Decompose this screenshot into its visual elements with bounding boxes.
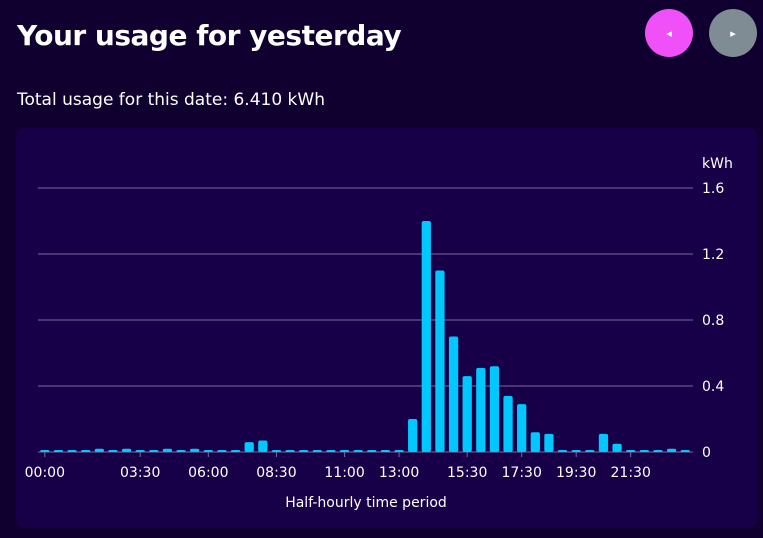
data-bar <box>230 450 241 452</box>
data-bar <box>653 450 663 452</box>
usage-bar-chart: 0 0.4 0.8 1.2 1.6 kWh 00:00 03:30 06:00 08:30 11:0… <box>25 156 733 511</box>
next-day-button[interactable]: ▸ <box>709 9 757 57</box>
x-tick-label: 17:30 <box>502 465 542 481</box>
data-bar <box>326 450 336 452</box>
data-bar <box>394 450 404 452</box>
data-bar <box>680 450 690 452</box>
data-bar <box>149 450 159 452</box>
x-axis-label: Half-hourly time period <box>285 495 447 511</box>
triangle-left-icon: ◂ <box>666 27 672 40</box>
data-bar <box>530 432 540 452</box>
data-bar <box>408 419 418 452</box>
x-tick-label: 00:00 <box>25 465 65 481</box>
data-bar <box>258 440 268 452</box>
data-bar <box>421 221 431 452</box>
x-tick-label: 08:30 <box>256 465 296 481</box>
data-bar <box>517 404 527 452</box>
data-bar <box>666 448 677 452</box>
x-tick-label: 15:30 <box>447 465 487 481</box>
data-bar <box>299 450 309 452</box>
data-bar <box>190 448 200 452</box>
data-bar <box>271 450 282 452</box>
data-bar <box>312 450 322 452</box>
data-bar <box>244 442 254 452</box>
data-bar <box>571 450 581 452</box>
y-axis-label: kWh <box>702 156 733 172</box>
x-tick-label: 21:30 <box>611 465 651 481</box>
data-bar <box>108 450 118 452</box>
data-bar <box>448 336 459 452</box>
data-bar <box>339 450 350 452</box>
page-title: Your usage for yesterday <box>17 19 402 52</box>
y-tick-label: 1.6 <box>702 181 724 197</box>
y-tick-label: 0 <box>702 445 711 461</box>
data-bar <box>557 450 568 452</box>
previous-day-button[interactable]: ◂ <box>645 9 693 57</box>
x-tick-label: 19:30 <box>556 465 596 481</box>
data-bar <box>639 450 649 452</box>
data-bar <box>367 450 377 452</box>
data-bar <box>162 448 173 452</box>
data-bar <box>626 450 636 452</box>
data-bar <box>94 448 104 452</box>
data-bar <box>435 270 445 452</box>
data-bar <box>53 450 64 452</box>
chart-panel: 0 0.4 0.8 1.2 1.6 kWh 00:00 03:30 06:00 08:30 11:0… <box>16 128 757 528</box>
data-bar <box>285 450 295 452</box>
data-bar <box>544 433 554 452</box>
x-tick-label: 11:00 <box>324 465 364 481</box>
data-bar <box>81 450 91 452</box>
data-bar <box>67 450 77 452</box>
data-bar <box>40 450 50 452</box>
x-tick-label: 13:00 <box>379 465 419 481</box>
total-usage-summary: Total usage for this date: 6.410 kWh <box>17 90 325 110</box>
data-bar <box>585 450 595 452</box>
data-bar <box>476 367 486 452</box>
data-bar <box>462 376 472 452</box>
data-bar <box>598 433 609 452</box>
y-tick-label: 0.8 <box>702 313 724 329</box>
triangle-right-icon: ▸ <box>730 27 736 40</box>
data-bar <box>612 443 622 452</box>
data-bar <box>489 366 500 452</box>
y-tick-label: 1.2 <box>702 247 724 263</box>
data-bar <box>503 395 513 452</box>
x-tick-label: 06:00 <box>188 465 228 481</box>
data-bar <box>176 450 186 452</box>
data-bar <box>135 450 145 452</box>
data-bar <box>217 450 227 452</box>
data-bar <box>121 448 132 452</box>
data-bar <box>203 450 213 452</box>
x-tick-label: 03:30 <box>120 465 160 481</box>
y-tick-label: 0.4 <box>702 379 724 395</box>
data-bar <box>353 450 363 452</box>
data-bar <box>380 450 391 452</box>
